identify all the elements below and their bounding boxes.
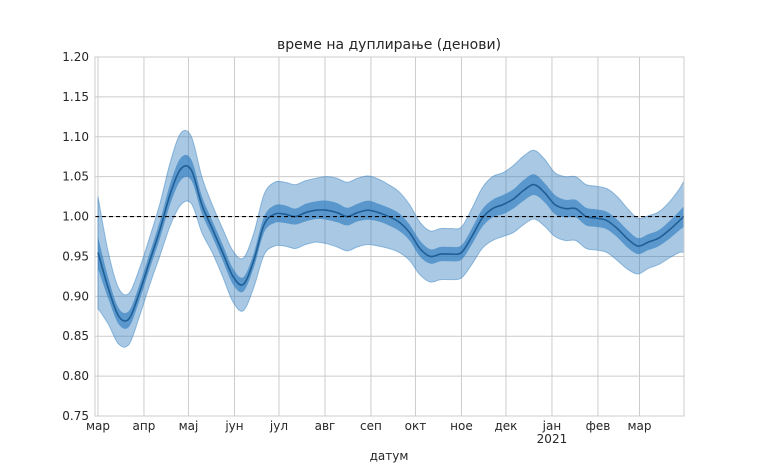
chart-title: време на дуплирање (денови) [277,37,501,53]
inner-confidence-band [97,154,685,329]
x-tick-label: јул [269,419,288,433]
y-tick-label: 1.00 [62,210,89,224]
plot-area [95,57,684,416]
x-tick-label: мар [86,419,110,433]
y-tick-labels: 0.75 0.80 0.85 0.90 0.95 1.00 1.05 1.10 1.15 1.20 [62,50,89,423]
y-tick-label: 0.80 [62,369,89,383]
x-tick-label: авг [315,419,336,433]
x-tick-label: мај [179,419,199,433]
x-tick-year-label: 2021 [537,432,568,446]
y-tick-label: 0.75 [62,409,89,423]
series-lines [97,165,685,322]
x-axis-label: датум [370,449,409,463]
y-tick-label: 1.05 [62,170,89,184]
x-tick-label: апр [133,419,156,433]
x-tick-label: дек [494,419,517,433]
y-tick-label: 1.10 [62,130,89,144]
y-tick-label: 1.20 [62,50,89,64]
x-tick-label: јан [542,419,562,433]
x-tick-label: фев [586,419,611,433]
y-tick-label: 0.95 [62,249,89,263]
y-tick-label: 0.85 [62,329,89,343]
x-tick-label: сеп [360,419,382,433]
plot-frame [94,56,685,417]
y-tick-label: 1.15 [62,90,89,104]
x-tick-label: јун [224,419,243,433]
x-tick-label: окт [405,419,427,433]
x-tick-label: ное [450,419,473,433]
x-tick-label: мар [627,419,651,433]
series-line [97,165,685,322]
y-tick-label: 0.90 [62,289,89,303]
